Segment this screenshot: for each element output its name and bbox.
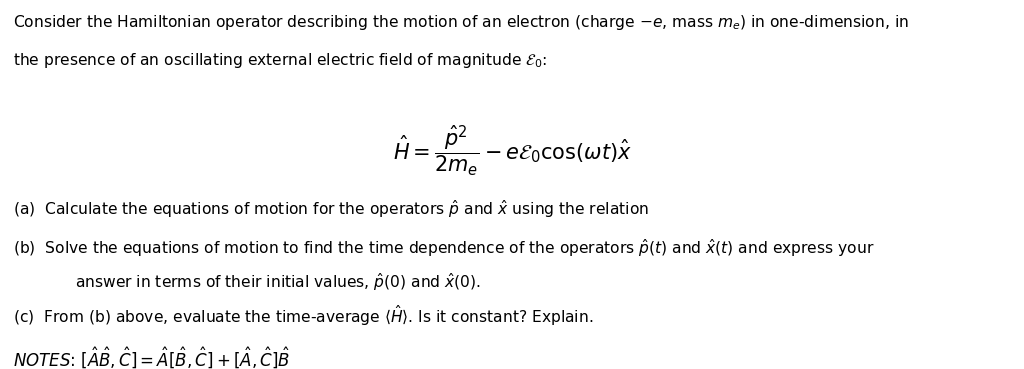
Text: the presence of an oscillating external electric field of magnitude $\mathcal{E}: the presence of an oscillating external …: [13, 51, 548, 70]
Text: $\hat{H} = \dfrac{\hat{p}^2}{2m_e} - e\mathcal{E}_0\cos(\omega t)\hat{x}$: $\hat{H} = \dfrac{\hat{p}^2}{2m_e} - e\m…: [392, 124, 632, 179]
Text: (c)  From (b) above, evaluate the time-average $\langle\hat{H}\rangle$. Is it co: (c) From (b) above, evaluate the time-av…: [13, 303, 594, 328]
Text: $\mathit{NOTES}$: $[\hat{A}\hat{B},\hat{C}] = \hat{A}[\hat{B},\hat{C}] + [\hat{A: $\mathit{NOTES}$: $[\hat{A}\hat{B},\hat{…: [13, 346, 291, 369]
Text: (a)  Calculate the equations of motion for the operators $\hat{p}$ and $\hat{x}$: (a) Calculate the equations of motion fo…: [13, 199, 649, 221]
Text: (b)  Solve the equations of motion to find the time dependence of the operators : (b) Solve the equations of motion to fin…: [13, 237, 874, 259]
Text: answer in terms of their initial values, $\hat{p}(0)$ and $\hat{x}(0)$.: answer in terms of their initial values,…: [75, 271, 480, 293]
Text: Consider the Hamiltonian operator describing the motion of an electron (charge $: Consider the Hamiltonian operator descri…: [13, 13, 909, 32]
